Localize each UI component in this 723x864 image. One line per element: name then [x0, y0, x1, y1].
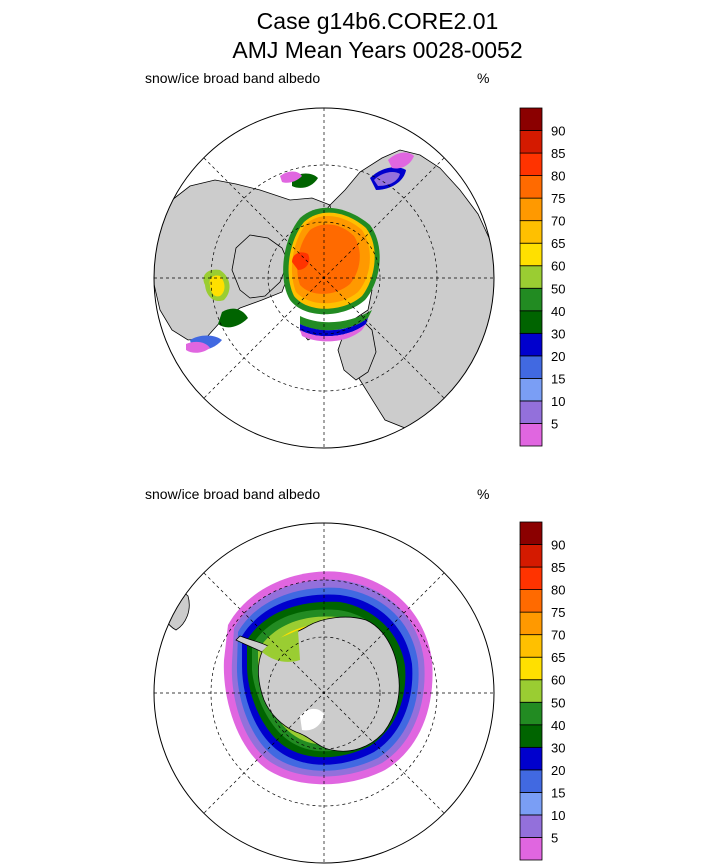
colorbar-bottom-tick-label: 5 — [551, 830, 558, 845]
colorbar-bottom-swatch — [519, 634, 543, 658]
colorbar-top-swatch — [519, 310, 543, 334]
colorbar-top-swatch — [519, 400, 543, 424]
colorbar-top-tick-label: 10 — [551, 394, 565, 409]
colorbar-top-tick-label: 75 — [551, 191, 565, 206]
south-polar-map — [153, 522, 495, 864]
title-line-2: AMJ Mean Years 0028-0052 — [232, 37, 523, 63]
colorbar-bottom: 5 10 15 20 30 40 50 60 65 70 75 80 85 90 — [519, 521, 565, 861]
colorbar-bottom-tick-label: 60 — [551, 673, 565, 688]
north-graticule — [154, 108, 494, 448]
colorbar-bottom-tick-label: 40 — [551, 718, 565, 733]
colorbar-bottom-swatch — [519, 837, 543, 861]
colorbar-top-swatch — [519, 355, 543, 379]
colorbar-bottom-tick-label: 10 — [551, 808, 565, 823]
colorbar-bottom-swatch — [519, 521, 543, 545]
colorbar-top-tick-label: 50 — [551, 281, 565, 296]
colorbar-top-tick-label: 85 — [551, 146, 565, 161]
colorbar-top-swatch — [519, 377, 543, 402]
colorbar-top-swatch — [519, 242, 543, 267]
colorbar-bottom-swatch — [519, 679, 543, 703]
colorbar-top-tick-label: 20 — [551, 349, 565, 364]
north-polar-map — [153, 107, 495, 449]
colorbar-bottom-swatch — [519, 746, 543, 771]
colorbar-top-tick-label: 70 — [551, 214, 565, 229]
colorbar-bottom-tick-label: 15 — [551, 785, 565, 800]
colorbar-bottom-tick-label: 65 — [551, 650, 565, 665]
colorbar-bottom-swatch — [519, 792, 543, 816]
colorbar-top-swatch — [519, 130, 543, 154]
colorbar-top: 5 10 15 20 30 40 50 60 65 70 75 80 85 90 — [519, 107, 565, 447]
south-shelf-embayments — [262, 630, 324, 731]
colorbar-top-swatch — [519, 332, 543, 357]
colorbar-bottom-swatch — [519, 566, 543, 591]
colorbar-bottom-swatch — [519, 544, 543, 568]
colorbar-bottom-tick-label: 75 — [551, 605, 565, 620]
colorbar-bottom-tick-label: 90 — [551, 538, 565, 553]
colorbar-bottom-swatch — [519, 656, 543, 681]
colorbar-bottom-swatch — [519, 814, 543, 838]
colorbar-bottom-swatch — [519, 611, 543, 636]
title-line-1: Case g14b6.CORE2.01 — [256, 8, 499, 34]
colorbar-bottom-swatch — [519, 701, 543, 726]
colorbar-bottom-tick-label: 20 — [551, 763, 565, 778]
colorbar-top-swatch — [519, 265, 543, 289]
colorbar-top-swatch — [519, 220, 543, 244]
colorbar-top-tick-label: 65 — [551, 236, 565, 251]
colorbar-top-tick-label: 90 — [551, 124, 565, 139]
north-land — [154, 149, 494, 431]
colorbar-top-swatch — [519, 175, 543, 199]
colorbar-top-swatch — [519, 197, 543, 222]
colorbar-top-swatch — [519, 287, 543, 312]
south-graticule — [154, 523, 494, 863]
colorbar-top-swatch — [519, 107, 543, 131]
colorbar-top-tick-label: 80 — [551, 169, 565, 184]
colorbar-top-swatch — [519, 423, 543, 447]
colorbar-bottom-tick-label: 80 — [551, 583, 565, 598]
colorbar-top-tick-label: 60 — [551, 259, 565, 274]
bottom-variable-label: snow/ice broad band albedo — [145, 486, 321, 502]
colorbar-top-tick-label: 30 — [551, 326, 565, 341]
colorbar-bottom-swatch — [519, 589, 543, 613]
colorbar-top-tick-label: 5 — [551, 416, 558, 431]
colorbar-bottom-swatch — [519, 724, 543, 748]
colorbar-top-swatch — [519, 152, 543, 177]
colorbar-top-tick-label: 40 — [551, 304, 565, 319]
colorbar-bottom-tick-label: 30 — [551, 740, 565, 755]
north-sea-ice — [186, 152, 414, 353]
colorbar-top-tick-label: 15 — [551, 371, 565, 386]
top-units-label: % — [477, 70, 490, 86]
top-variable-label: snow/ice broad band albedo — [145, 70, 321, 86]
colorbar-bottom-swatch — [519, 769, 543, 793]
colorbar-bottom-tick-label: 50 — [551, 695, 565, 710]
colorbar-bottom-tick-label: 70 — [551, 628, 565, 643]
colorbar-bottom-tick-label: 85 — [551, 560, 565, 575]
bottom-units-label: % — [477, 486, 490, 502]
